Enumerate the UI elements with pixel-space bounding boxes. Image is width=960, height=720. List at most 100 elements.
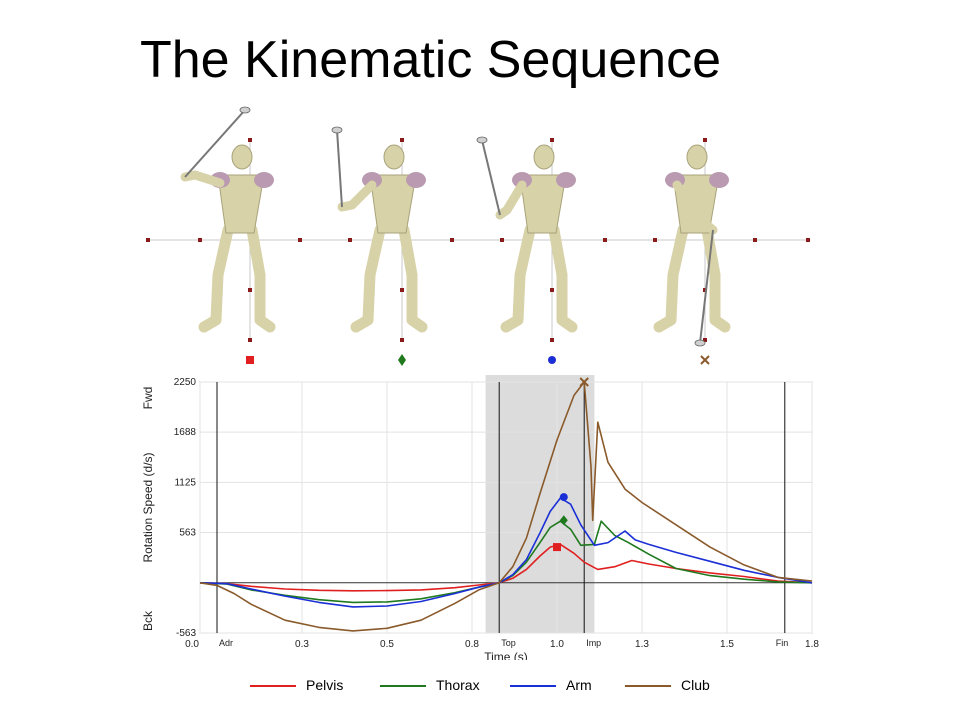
chart-legend: Pelvis Thorax Arm Club	[250, 676, 730, 696]
y-tick-label: 2250	[174, 377, 197, 388]
series-line-pelvis	[199, 543, 813, 592]
golf-club	[699, 229, 714, 344]
golfer-head	[383, 144, 405, 170]
x-axis-label: Time (s)	[484, 650, 528, 660]
golfer-head	[231, 144, 253, 170]
peak-marker-club	[579, 377, 589, 387]
phase-marker-arm	[548, 356, 556, 364]
golfer-figure	[653, 138, 731, 347]
golf-club	[336, 129, 343, 208]
golfer-shoulder	[254, 172, 274, 188]
golfer-head	[533, 144, 555, 170]
reference-marker	[348, 238, 352, 242]
club-head	[476, 136, 488, 144]
reference-marker	[550, 288, 554, 292]
reference-marker	[500, 238, 504, 242]
golfer-torso	[217, 174, 265, 234]
legend-swatch-thorax	[380, 685, 426, 687]
reference-marker	[248, 138, 252, 142]
golfer-leg	[198, 224, 234, 333]
club-head	[331, 126, 343, 134]
golfer-arm	[672, 180, 718, 235]
phase-marker-thorax	[398, 354, 406, 366]
y-tick-label: 563	[179, 528, 196, 539]
legend-swatch-arm	[510, 685, 556, 687]
golfer-arm	[495, 180, 527, 220]
x-tick-label: 0.0	[185, 639, 199, 650]
x-tick-label: 0.5	[380, 639, 394, 650]
golfer-arm	[180, 170, 225, 188]
golfer-leg	[701, 224, 731, 333]
series-line-club	[199, 381, 813, 632]
reference-marker	[146, 238, 150, 242]
phase-marker-pelvis	[246, 356, 254, 364]
series-line-thorax	[199, 520, 813, 604]
golfer-torso	[369, 174, 417, 234]
x-tick-label: 1.5	[720, 639, 734, 650]
golfer-shoulder	[556, 172, 576, 188]
golfer-torso	[519, 174, 567, 234]
golfer-figure	[476, 136, 578, 342]
golfer-arm	[337, 180, 377, 212]
golfer-leg	[548, 224, 578, 333]
swing-figures	[146, 106, 810, 366]
series-line-arm	[199, 497, 813, 608]
legend-label-arm: Arm	[566, 677, 592, 693]
legend-swatch-club	[625, 685, 671, 687]
reference-marker	[400, 288, 404, 292]
y-axis-label: Rotation Speed (d/s)	[141, 452, 155, 562]
y-tick-label: 1688	[174, 427, 197, 438]
reference-marker	[603, 238, 607, 242]
peak-marker-arm	[559, 493, 568, 502]
golfer-shoulder	[406, 172, 426, 188]
x-tick-label: 1.0	[550, 639, 564, 650]
reference-marker	[550, 338, 554, 342]
y-direction-top-label: Fwd	[141, 387, 155, 410]
event-label-top: Top	[501, 638, 516, 648]
phase-marker-club	[700, 355, 710, 365]
reference-marker	[450, 238, 454, 242]
y-direction-bottom-label: Bck	[141, 610, 155, 631]
x-tick-label: 0.8	[465, 639, 479, 650]
golfer-shoulder	[512, 172, 532, 188]
golfer-leg	[398, 224, 428, 333]
event-label-adr: Adr	[219, 638, 233, 648]
legend-label-club: Club	[681, 677, 710, 693]
x-tick-label: 1.3	[635, 639, 649, 650]
reference-marker	[703, 138, 707, 142]
golfer-leg	[653, 224, 689, 333]
club-head	[239, 106, 251, 114]
reference-marker	[550, 138, 554, 142]
reference-marker	[248, 288, 252, 292]
reference-marker	[248, 338, 252, 342]
golf-club	[184, 109, 246, 178]
golfer-head	[686, 144, 708, 170]
peak-marker-pelvis	[553, 543, 561, 552]
event-label-imp: Imp	[586, 638, 601, 648]
y-tick-label: -563	[176, 628, 196, 639]
reference-marker	[400, 138, 404, 142]
golf-club	[481, 139, 501, 216]
x-tick-label: 1.8	[805, 639, 819, 650]
reference-marker	[298, 238, 302, 242]
x-tick-label: 0.3	[295, 639, 309, 650]
legend-label-thorax: Thorax	[436, 677, 480, 693]
legend-label-pelvis: Pelvis	[306, 677, 344, 693]
y-tick-label: 1125	[174, 477, 196, 488]
reference-marker	[400, 338, 404, 342]
golfer-shoulder	[709, 172, 729, 188]
club-head	[694, 339, 706, 347]
golfer-leg	[246, 224, 276, 333]
reference-marker	[806, 238, 810, 242]
golfer-leg	[500, 224, 536, 333]
slide-title: The Kinematic Sequence	[140, 31, 722, 89]
golfer-figure	[180, 106, 276, 342]
impact-highlight-band	[485, 375, 595, 633]
reference-marker	[653, 238, 657, 242]
peak-marker-thorax	[559, 515, 568, 526]
reference-marker	[703, 288, 707, 292]
golfer-figure	[331, 126, 428, 342]
reference-marker	[753, 238, 757, 242]
reference-marker	[198, 238, 202, 242]
